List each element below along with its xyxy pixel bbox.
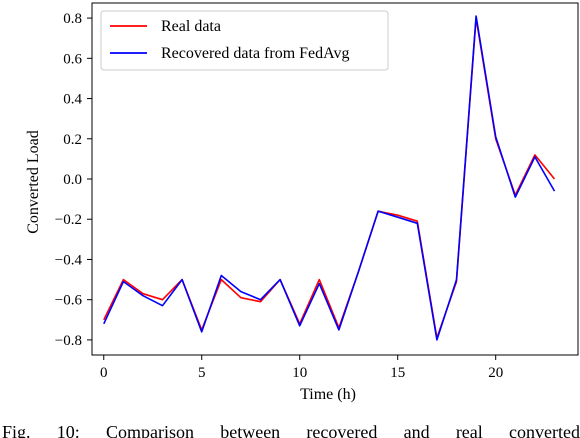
x-tick-label: 10 bbox=[292, 365, 307, 381]
line-chart: 0 5 10 15 20−0.8−0.6−0.4−0.20.00.20.40.60.8 … bbox=[25, 2, 579, 403]
x-axis-label: Time (h) bbox=[300, 386, 356, 403]
x-tick-label: 0 bbox=[100, 365, 108, 381]
figure-caption: Fig. 10: Comparison between recovered an… bbox=[2, 422, 580, 438]
axis-ticks: 0 5 10 15 20 −0.8 −0.6 −0.4 −0.2 0.0 0.2 0.4 0.6 0.8 bbox=[55, 11, 503, 381]
x-tick-label: 15 bbox=[390, 365, 405, 381]
legend-label: Recovered data from FedAvg bbox=[161, 45, 350, 62]
y-tick-label: −0.6 bbox=[55, 293, 83, 309]
series-line-recovered-data-from-fedavg bbox=[103, 15, 556, 341]
x-tick-label: 20 bbox=[488, 365, 503, 381]
x-tick-label: 5 bbox=[198, 365, 206, 381]
y-tick-label: 0.4 bbox=[63, 92, 82, 108]
y-tick-label: 0.6 bbox=[63, 51, 82, 67]
y-tick-label: 0.0 bbox=[63, 172, 82, 188]
legend-label: Real data bbox=[161, 18, 221, 35]
y-tick-label: 0.2 bbox=[63, 132, 82, 148]
series-lines bbox=[103, 15, 556, 341]
y-axis-label: Converted Load bbox=[25, 130, 42, 234]
y-tick-label: −0.8 bbox=[55, 333, 82, 349]
y-tick-label: −0.2 bbox=[55, 212, 82, 228]
y-tick-label: 0.8 bbox=[63, 11, 82, 27]
legend: Real data Recovered data from FedAvg bbox=[100, 10, 389, 71]
legend-box bbox=[100, 10, 389, 71]
y-tick-label: −0.4 bbox=[55, 252, 83, 268]
